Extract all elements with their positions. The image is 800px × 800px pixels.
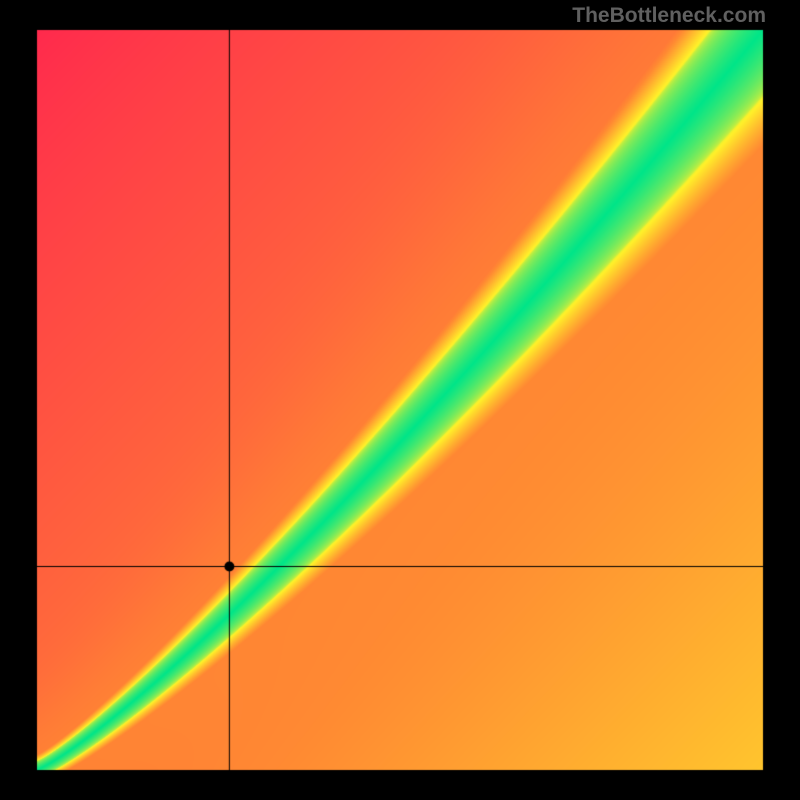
- bottleneck-heatmap: [0, 0, 800, 800]
- watermark-text: TheBottleneck.com: [572, 4, 766, 28]
